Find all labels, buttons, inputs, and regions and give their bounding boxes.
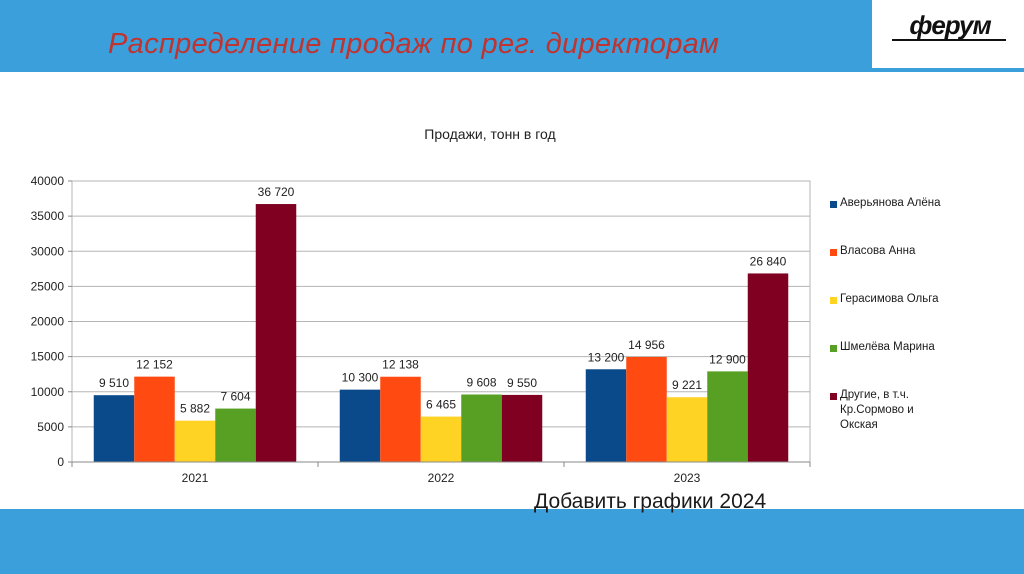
slide-title: Распределение продаж по рег. директорам [108,28,720,60]
bar [255,204,297,463]
logo-icon: ферум [884,3,1016,47]
bar [707,371,748,462]
y-tick-label: 5000 [37,420,64,434]
data-label: 9 550 [507,376,537,390]
chart-title: Продажи, тонн в год [424,126,556,142]
footnote: Добавить графики 2024 [534,490,767,513]
y-tick-label: 0 [57,455,64,469]
data-label: 13 200 [588,350,625,364]
legend-label: Шмелёва Марина [840,341,935,353]
data-label: 12 138 [382,358,419,372]
legend-label: Власова Анна [840,245,916,257]
data-label: 5 882 [180,402,210,416]
bar [93,395,135,462]
y-tick-label: 25000 [31,279,65,293]
legend-label: Другие, в т.ч. Кр.Сормово и Окская [840,389,914,431]
y-tick-label: 35000 [31,209,65,223]
bar [461,394,502,462]
data-label: 6 465 [426,398,456,412]
y-tick-label: 30000 [31,244,65,258]
bar [585,369,627,462]
x-tick-label: 2023 [674,471,701,485]
y-tick-label: 20000 [31,315,65,329]
legend-swatch [830,345,837,352]
x-tick-label: 2021 [182,471,209,485]
data-label: 26 840 [750,254,787,268]
title-strip [0,0,872,68]
data-label: 9 608 [466,376,496,390]
data-label: 12 152 [136,358,173,372]
legend-swatch [830,393,837,400]
data-label: 10 300 [342,371,379,385]
bar [134,376,175,462]
bar [339,389,381,462]
bar [626,356,667,462]
legend-swatch [830,201,837,208]
legend-label: Герасимова Ольга [840,293,939,305]
bar [747,273,789,462]
bar [420,416,462,462]
bar [666,397,708,462]
y-tick-label: 40000 [31,174,65,188]
y-tick-label: 10000 [31,385,65,399]
bar [501,394,543,462]
bar [215,408,256,462]
bar [174,420,216,462]
legend-label: Аверьянова Алёна [840,197,941,209]
legend-swatch [830,297,837,304]
data-label: 9 510 [99,376,129,390]
company-logo: ферум [872,0,1024,68]
data-label: 7 604 [220,390,250,404]
data-label: 9 221 [672,378,702,392]
legend-swatch [830,249,837,256]
data-label: 12 900 [709,352,746,366]
data-label: 14 956 [628,338,665,352]
svg-text:ферум: ферум [909,10,991,40]
bar [380,376,421,462]
data-label: 36 720 [258,185,295,199]
x-tick-label: 2022 [428,471,455,485]
y-tick-label: 15000 [31,350,65,364]
footer-band [0,509,1024,574]
